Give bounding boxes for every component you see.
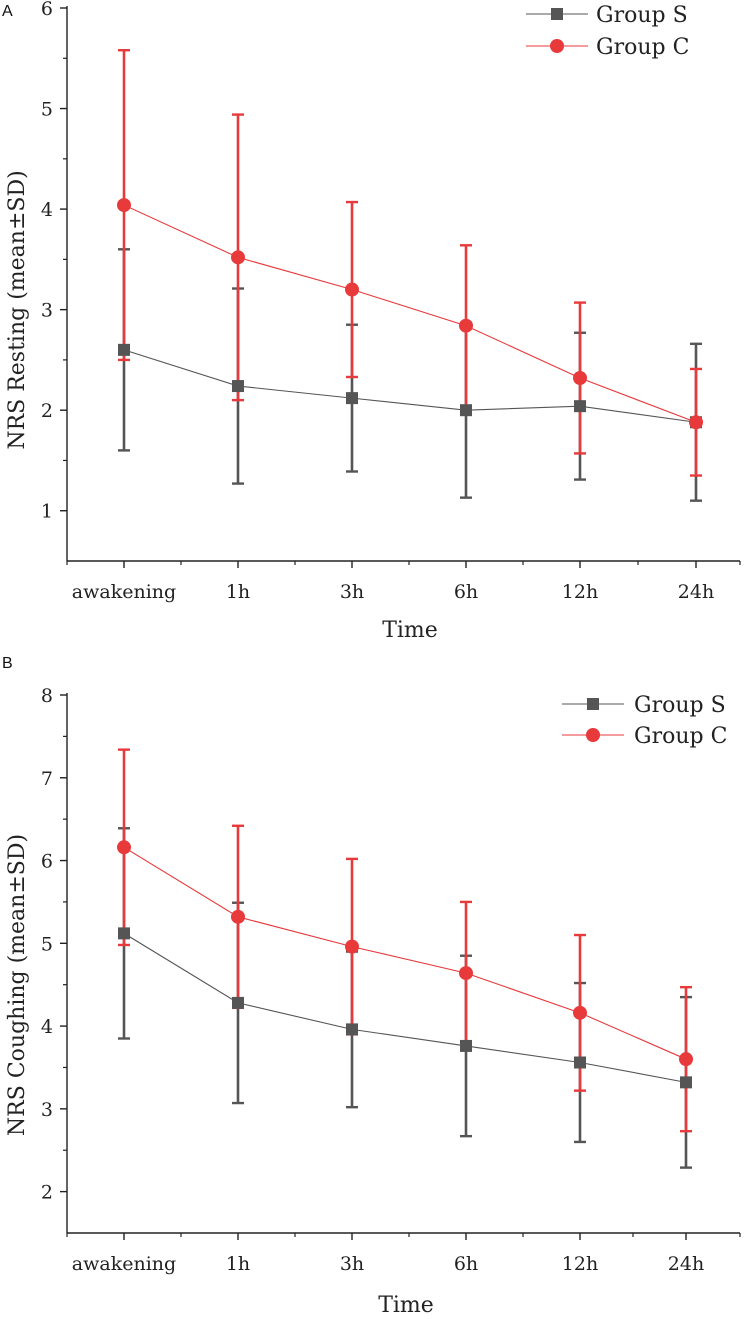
x-tick-label: 1h [226,1253,250,1275]
data-point-group-s [346,392,358,405]
data-point-group-c [345,939,359,954]
x-tick-label: 3h [340,581,364,603]
data-point-group-c [679,1052,693,1067]
y-tick-label: 4 [41,199,53,221]
legend-label-group-c: Group C [596,35,689,60]
panel-label: B [2,655,13,672]
data-point-group-c [573,371,587,386]
y-tick-label: 4 [41,1016,53,1038]
data-point-group-c [231,909,245,924]
data-point-group-c [573,1005,587,1020]
panel-a: A 1 2 3 4 5 6 awakening 1h 3h 6h 12h 24h Time NRS R… [2,0,741,643]
legend-label-group-s: Group S [596,3,688,28]
x-tick-label: 3h [340,1253,364,1275]
y-tick-label: 7 [41,768,53,790]
x-tick-label: 6h [454,581,478,603]
data-point-group-s [346,1023,358,1036]
series-line-group-c [123,846,687,1060]
x-axis-title: Time [382,618,438,643]
legend-label-group-s: Group S [634,693,726,718]
legend-marker-group-s [587,698,599,710]
y-tick-label: 1 [41,501,53,523]
x-tick-label: 12h [562,1253,598,1275]
series-line-group-s [123,932,687,1083]
legend-marker-group-c [586,728,600,742]
y-tick-label: 5 [41,99,53,121]
plot-area: 2 3 4 5 6 7 8 awakening 1h 3h 6h 12h 24h [41,685,741,1275]
data-point-group-s [118,343,130,356]
data-point-group-c [231,250,245,265]
y-tick-label: 3 [41,1099,53,1121]
legend-label-group-c: Group C [634,724,727,749]
series-line-group-c [123,204,697,423]
data-point-group-c [459,318,473,333]
data-point-group-s [574,400,586,413]
panel-b: B 2 3 4 5 6 7 8 awakening 1h 3h 6h 12h 24h Time NRS … [2,655,741,1318]
x-tick-label: 24h [668,1253,704,1275]
y-tick-label: 5 [41,933,53,955]
x-axis-title: Time [378,1293,434,1318]
y-tick-label: 6 [41,0,53,20]
series-line-group-s [123,349,697,423]
y-tick-label: 2 [41,400,53,422]
data-point-group-s [680,1076,692,1089]
data-point-group-s [118,927,130,940]
x-tick-label: 24h [678,581,714,603]
y-axis-title: NRS Resting (mean±SD) [5,170,30,449]
x-tick-label: 1h [226,581,250,603]
data-point-group-c [459,966,473,981]
legend: Group S Group C [562,693,727,749]
data-point-group-c [689,415,703,430]
legend: Group S Group C [526,3,689,60]
y-axis-title: NRS Coughing (mean±SD) [5,834,30,1136]
data-point-group-s [460,1039,472,1052]
x-tick-label: awakening [72,1253,176,1275]
data-point-group-c [117,840,131,855]
legend-marker-group-s [551,8,563,20]
y-tick-label: 2 [41,1182,53,1204]
x-tick-label: awakening [72,581,176,603]
y-tick-label: 3 [41,300,53,322]
plot-area: 1 2 3 4 5 6 awakening 1h 3h 6h 12h 24h [41,0,741,603]
x-tick-label: 6h [454,1253,478,1275]
data-point-group-s [574,1056,586,1069]
legend-marker-group-c [550,39,564,53]
data-point-group-c [345,282,359,297]
data-point-group-s [232,996,244,1009]
y-tick-label: 8 [41,685,53,707]
data-point-group-s [232,380,244,393]
data-point-group-c [117,198,131,213]
y-tick-label: 6 [41,851,53,873]
panel-label: A [2,3,13,20]
data-point-group-s [460,404,472,417]
x-tick-label: 12h [562,581,598,603]
